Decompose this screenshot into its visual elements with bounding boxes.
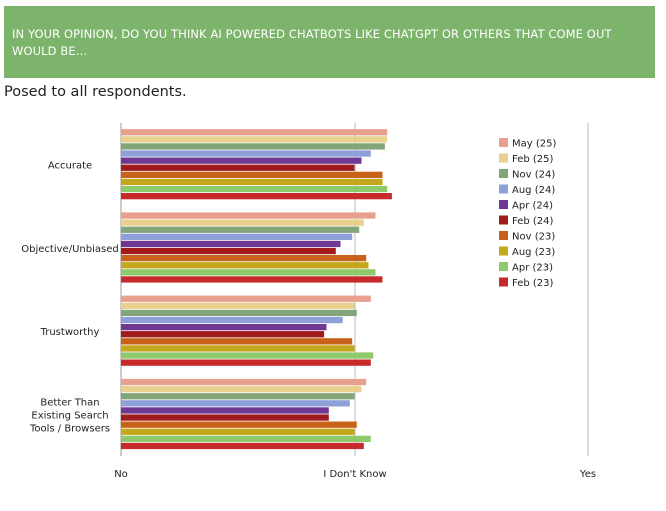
bar-3-4 bbox=[121, 407, 329, 414]
x-tick-label-1: I Don't Know bbox=[323, 469, 386, 480]
bar-3-6 bbox=[121, 421, 357, 428]
x-tick-label-0: No bbox=[114, 469, 128, 480]
bar-0-6 bbox=[121, 171, 383, 178]
subtitle: Posed to all respondents. bbox=[4, 84, 187, 100]
bar-2-1 bbox=[121, 302, 355, 309]
bar-3-8 bbox=[121, 435, 371, 442]
question-banner: IN YOUR OPINION, DO YOU THINK AI POWERED… bbox=[4, 6, 655, 78]
legend-swatch-7 bbox=[499, 246, 508, 256]
bar-2-2 bbox=[121, 309, 357, 317]
bar-2-4 bbox=[121, 324, 327, 331]
legend-label-2: Nov (24) bbox=[512, 170, 555, 181]
legend-swatch-9 bbox=[499, 277, 508, 287]
category-label-0-0: Accurate bbox=[48, 161, 92, 172]
bar-2-5 bbox=[121, 331, 325, 338]
bar-0-4 bbox=[121, 157, 362, 164]
bar-0-9 bbox=[121, 193, 392, 200]
bar-1-1 bbox=[121, 219, 364, 226]
category-label-3-2: Tools / Browsers bbox=[29, 423, 110, 434]
legend-label-1: Feb (25) bbox=[512, 154, 554, 165]
category-label-3-0: Better Than bbox=[40, 397, 99, 408]
legend-label-3: Aug (24) bbox=[512, 185, 555, 196]
bar-1-3 bbox=[121, 233, 353, 240]
bar-2-3 bbox=[121, 316, 343, 324]
bar-2-7 bbox=[121, 345, 355, 352]
legend-label-6: Nov (23) bbox=[512, 232, 555, 243]
bar-2-9 bbox=[121, 359, 371, 366]
bar-2-8 bbox=[121, 352, 374, 359]
category-label-3-1: Existing Search bbox=[31, 410, 108, 421]
bar-0-7 bbox=[121, 178, 383, 186]
bar-3-9 bbox=[121, 442, 364, 450]
bar-1-7 bbox=[121, 262, 369, 269]
bar-1-5 bbox=[121, 247, 336, 255]
bar-2-0 bbox=[121, 295, 371, 302]
bar-0-3 bbox=[121, 150, 371, 157]
bar-1-2 bbox=[121, 226, 360, 233]
bar-0-5 bbox=[121, 164, 355, 171]
bar-0-1 bbox=[121, 136, 388, 143]
bar-1-0 bbox=[121, 212, 376, 219]
bar-1-6 bbox=[121, 255, 367, 262]
bar-0-2 bbox=[121, 143, 385, 150]
bar-3-7 bbox=[121, 428, 355, 435]
legend-swatch-6 bbox=[499, 231, 508, 240]
legend-swatch-3 bbox=[499, 184, 508, 194]
bar-1-4 bbox=[121, 240, 341, 248]
bar-1-9 bbox=[121, 276, 383, 283]
bar-3-3 bbox=[121, 400, 350, 407]
legend-label-5: Feb (24) bbox=[512, 216, 554, 227]
x-tick-label-2: Yes bbox=[579, 469, 596, 480]
bar-3-1 bbox=[121, 386, 362, 393]
legend-swatch-4 bbox=[499, 200, 508, 209]
legend-label-7: Aug (23) bbox=[512, 247, 555, 258]
legend-swatch-0 bbox=[499, 138, 508, 147]
bar-3-2 bbox=[121, 393, 355, 400]
bar-3-5 bbox=[121, 414, 329, 421]
legend-label-9: Feb (23) bbox=[512, 278, 554, 289]
legend-swatch-8 bbox=[499, 262, 508, 271]
bar-0-8 bbox=[121, 185, 388, 193]
legend-swatch-1 bbox=[499, 153, 508, 163]
bar-0-0 bbox=[121, 129, 388, 136]
question-text: IN YOUR OPINION, DO YOU THINK AI POWERED… bbox=[12, 27, 612, 58]
category-label-2-0: Trustworthy bbox=[40, 327, 100, 338]
bar-2-6 bbox=[121, 338, 353, 345]
legend-label-8: Apr (23) bbox=[512, 263, 553, 274]
category-label-1-0: Objective/Unbiased bbox=[21, 244, 118, 255]
legend-label-4: Apr (24) bbox=[512, 201, 553, 212]
bar-1-8 bbox=[121, 269, 376, 276]
legend-label-0: May (25) bbox=[512, 139, 556, 150]
legend-swatch-5 bbox=[499, 215, 508, 225]
bar-3-0 bbox=[121, 378, 367, 386]
legend-swatch-2 bbox=[499, 169, 508, 178]
